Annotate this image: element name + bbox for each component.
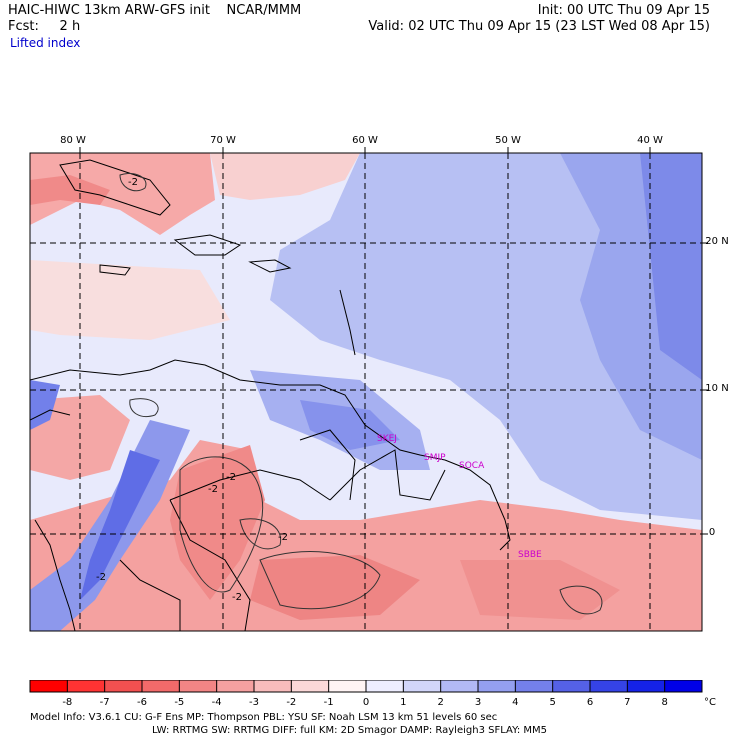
contour-label-group: -2 -2 -2 -2 -2 -2 (96, 177, 288, 603)
variable-name: Lifted index (10, 36, 81, 50)
station-soca: SOCA (459, 461, 485, 471)
colorbar-tick-label: -5 (174, 697, 184, 708)
colorbar-swatch (142, 680, 180, 692)
contour-label: -2 (232, 592, 242, 603)
positive-region-atlantic (270, 153, 702, 520)
colorbar-tick-label: 5 (549, 697, 555, 708)
colorbar-swatch (104, 680, 143, 692)
model-name: HAIC-HIWC 13km ARW-GFS init (8, 3, 210, 18)
model-info-line1: Model Info: V3.6.1 CU: G-F Ens MP: Thomp… (30, 712, 498, 723)
station-group: SKEJ SMJP SOCA SBBE (377, 434, 542, 560)
forecast-hour: Fcst: 2 h (8, 19, 80, 34)
colorbar-tick-label: 3 (475, 697, 481, 708)
colorbar-swatch (664, 680, 703, 692)
colorbar-swatch (291, 680, 330, 692)
colorbar-swatch (254, 680, 292, 692)
colorbar-tick-label: 2 (437, 697, 443, 708)
contour-label: -2 (96, 572, 106, 583)
init-time: Init: 00 UTC Thu 09 Apr 15 (537, 3, 710, 18)
colorbar-tick-label: -1 (324, 697, 334, 708)
colorbar-swatch (67, 680, 106, 692)
lat-label-0: 0 (708, 527, 716, 538)
contour-lines (119, 173, 603, 615)
station-skej: SKEJ (377, 434, 397, 444)
lon-label-70w: 70 W (210, 135, 236, 146)
negative-region-caribbean (30, 260, 230, 340)
forecast-value: 2 h (59, 19, 81, 34)
station-smjp: SMJP (424, 453, 446, 463)
contour-label: -2 (226, 472, 236, 483)
forecast-label: Fcst: (8, 19, 39, 34)
colorbar-tick-label: 7 (624, 697, 630, 708)
lon-label-50w: 50 W (495, 135, 521, 146)
lat-label-20n: 20 N (705, 236, 729, 247)
tick-marks (79, 147, 708, 535)
station-sbbe: SBBE (518, 550, 542, 560)
colorbar-swatch (328, 680, 367, 692)
colorbar-swatch (515, 680, 554, 692)
graticule (30, 153, 702, 631)
colorbar-tick-label: -7 (100, 697, 110, 708)
colorbar-tick-label: -4 (212, 697, 222, 708)
organization: NCAR/MMM (226, 3, 302, 18)
colorbar-swatch (216, 680, 255, 692)
contour-label: -2 (128, 177, 138, 188)
colorbar-swatch (440, 680, 479, 692)
colorbar-unit: °C (704, 697, 716, 708)
contour-label: -2 (278, 532, 288, 543)
negative-region-north-west (30, 153, 215, 235)
colorbar-swatch (590, 680, 628, 692)
map-frame (29, 152, 703, 632)
colorbar-swatch (179, 680, 218, 692)
colorbar-tick-label: -2 (286, 697, 296, 708)
contour-label: -2 (208, 484, 218, 495)
colorbar-swatch (366, 680, 404, 692)
colorbar-swatch (403, 680, 442, 692)
lat-label-10n: 10 N (705, 383, 729, 394)
colorbar-tick-label: -8 (62, 697, 72, 708)
model-info-line2: LW: RRTMG SW: RRTMG DIFF: full KM: 2D Sm… (152, 725, 548, 736)
model-title: HAIC-HIWC 13km ARW-GFS init NCAR/MMM (8, 3, 301, 18)
colorbar-tick-label: 1 (400, 697, 406, 708)
colorbar: -8 -7 -6 -5 -4 -3 -2 -1 0 1 2 3 4 5 6 7 8 °C (29, 680, 716, 708)
colorbar-tick-label: 6 (587, 697, 593, 708)
colorbar-swatch (627, 680, 666, 692)
colorbar-swatch (552, 680, 591, 692)
colorbar-tick-label: -6 (137, 697, 147, 708)
colorbar-tick-label: 0 (363, 697, 369, 708)
lon-label-40w: 40 W (637, 135, 663, 146)
coastlines (30, 159, 511, 631)
colorbar-swatch (30, 680, 68, 692)
valid-time: Valid: 02 UTC Thu 09 Apr 15 (23 LST Wed … (368, 19, 710, 34)
colorbar-swatch (478, 680, 516, 692)
colorbar-tick-label: 4 (512, 697, 518, 708)
field-shading (30, 153, 702, 631)
lon-label-60w: 60 W (352, 135, 378, 146)
colorbar-tick-label: 8 (661, 697, 667, 708)
colorbar-tick-label: -3 (249, 697, 259, 708)
lon-label-80w: 80 W (60, 135, 86, 146)
